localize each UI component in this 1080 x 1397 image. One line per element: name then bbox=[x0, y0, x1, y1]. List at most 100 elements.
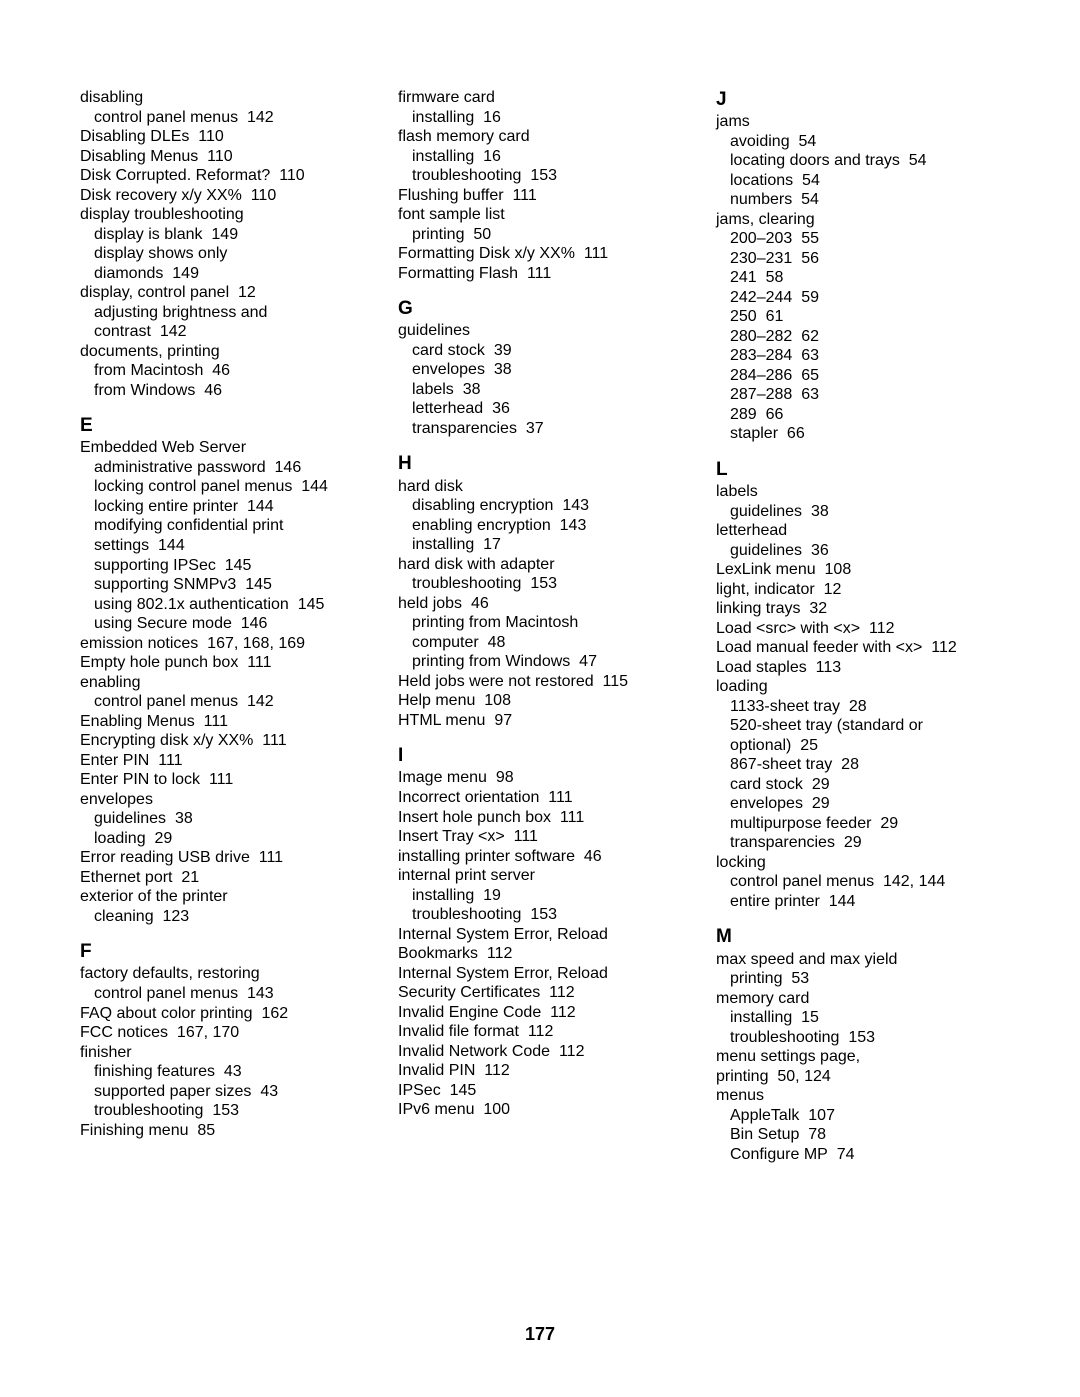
page-ref[interactable]: 153 bbox=[530, 575, 557, 592]
page-ref[interactable]: 63 bbox=[801, 347, 819, 364]
page-ref[interactable]: 43 bbox=[260, 1083, 278, 1100]
page-ref[interactable]: 58 bbox=[766, 269, 784, 286]
page-ref[interactable]: 55 bbox=[801, 230, 819, 247]
page-ref[interactable]: 145 bbox=[298, 596, 325, 613]
page-ref[interactable]: 111 bbox=[512, 187, 536, 204]
page-ref[interactable]: 110 bbox=[198, 128, 224, 145]
page-ref[interactable]: 54 bbox=[802, 172, 820, 189]
page-ref[interactable]: 145 bbox=[450, 1082, 477, 1099]
page-ref[interactable]: 19 bbox=[483, 887, 501, 904]
page-ref[interactable]: 28 bbox=[849, 698, 867, 715]
page-ref[interactable]: 142, 144 bbox=[883, 873, 945, 890]
page-ref[interactable]: 145 bbox=[225, 557, 252, 574]
page-ref[interactable]: 47 bbox=[579, 653, 597, 670]
page-ref[interactable]: 112 bbox=[487, 945, 513, 962]
page-ref[interactable]: 110 bbox=[279, 167, 305, 184]
page-ref[interactable]: 144 bbox=[158, 537, 185, 554]
page-ref[interactable]: 85 bbox=[197, 1122, 215, 1139]
page-ref[interactable]: 111 bbox=[527, 265, 551, 282]
page-ref[interactable]: 111 bbox=[259, 849, 283, 866]
page-ref[interactable]: 167, 170 bbox=[177, 1024, 239, 1041]
page-ref[interactable]: 98 bbox=[496, 769, 514, 786]
page-ref[interactable]: 48 bbox=[488, 634, 506, 651]
page-ref[interactable]: 53 bbox=[791, 970, 809, 987]
page-ref[interactable]: 28 bbox=[841, 756, 859, 773]
page-ref[interactable]: 66 bbox=[766, 406, 784, 423]
page-ref[interactable]: 38 bbox=[175, 810, 193, 827]
page-ref[interactable]: 29 bbox=[880, 815, 898, 832]
page-ref[interactable]: 112 bbox=[550, 1004, 576, 1021]
page-ref[interactable]: 36 bbox=[811, 542, 829, 559]
page-ref[interactable]: 16 bbox=[483, 148, 501, 165]
page-ref[interactable]: 100 bbox=[483, 1101, 510, 1118]
page-ref[interactable]: 29 bbox=[812, 776, 830, 793]
page-ref[interactable]: 153 bbox=[848, 1029, 875, 1046]
page-ref[interactable]: 36 bbox=[492, 400, 510, 417]
page-ref[interactable]: 29 bbox=[155, 830, 173, 847]
page-ref[interactable]: 144 bbox=[829, 893, 856, 910]
page-ref[interactable]: 32 bbox=[809, 600, 827, 617]
page-ref[interactable]: 66 bbox=[787, 425, 805, 442]
page-ref[interactable]: 110 bbox=[207, 148, 233, 165]
page-ref[interactable]: 123 bbox=[163, 908, 190, 925]
page-ref[interactable]: 153 bbox=[212, 1102, 239, 1119]
page-ref[interactable]: 153 bbox=[530, 167, 557, 184]
page-ref[interactable]: 46 bbox=[212, 362, 230, 379]
page-ref[interactable]: 111 bbox=[204, 713, 228, 730]
page-ref[interactable]: 50 bbox=[473, 226, 491, 243]
page-ref[interactable]: 112 bbox=[528, 1023, 554, 1040]
page-ref[interactable]: 143 bbox=[247, 985, 274, 1002]
page-ref[interactable]: 56 bbox=[801, 250, 819, 267]
page-ref[interactable]: 46 bbox=[471, 595, 489, 612]
page-ref[interactable]: 142 bbox=[247, 693, 274, 710]
page-ref[interactable]: 146 bbox=[241, 615, 268, 632]
page-ref[interactable]: 54 bbox=[799, 133, 817, 150]
page-ref[interactable]: 112 bbox=[869, 620, 895, 637]
page-ref[interactable]: 111 bbox=[584, 245, 608, 262]
page-ref[interactable]: 111 bbox=[560, 809, 584, 826]
page-ref[interactable]: 111 bbox=[548, 789, 572, 806]
page-ref[interactable]: 144 bbox=[247, 498, 274, 515]
page-ref[interactable]: 29 bbox=[812, 795, 830, 812]
page-ref[interactable]: 46 bbox=[204, 382, 222, 399]
page-ref[interactable]: 21 bbox=[181, 869, 199, 886]
page-ref[interactable]: 97 bbox=[494, 712, 512, 729]
page-ref[interactable]: 29 bbox=[844, 834, 862, 851]
page-ref[interactable]: 54 bbox=[801, 191, 819, 208]
page-ref[interactable]: 107 bbox=[808, 1107, 835, 1124]
page-ref[interactable]: 39 bbox=[494, 342, 512, 359]
page-ref[interactable]: 111 bbox=[262, 732, 286, 749]
page-ref[interactable]: 144 bbox=[301, 478, 328, 495]
page-ref[interactable]: 61 bbox=[766, 308, 784, 325]
page-ref[interactable]: 143 bbox=[562, 497, 589, 514]
page-ref[interactable]: 54 bbox=[909, 152, 927, 169]
page-ref[interactable]: 50, 124 bbox=[777, 1068, 830, 1085]
page-ref[interactable]: 46 bbox=[584, 848, 602, 865]
page-ref[interactable]: 112 bbox=[549, 984, 575, 1001]
page-ref[interactable]: 112 bbox=[484, 1062, 510, 1079]
page-ref[interactable]: 38 bbox=[811, 503, 829, 520]
page-ref[interactable]: 65 bbox=[801, 367, 819, 384]
page-ref[interactable]: 25 bbox=[800, 737, 818, 754]
page-ref[interactable]: 74 bbox=[837, 1146, 855, 1163]
page-ref[interactable]: 111 bbox=[514, 828, 538, 845]
page-ref[interactable]: 108 bbox=[484, 692, 511, 709]
page-ref[interactable]: 111 bbox=[209, 771, 233, 788]
page-ref[interactable]: 149 bbox=[172, 265, 199, 282]
page-ref[interactable]: 145 bbox=[245, 576, 272, 593]
page-ref[interactable]: 12 bbox=[238, 284, 256, 301]
page-ref[interactable]: 62 bbox=[801, 328, 819, 345]
page-ref[interactable]: 59 bbox=[801, 289, 819, 306]
page-ref[interactable]: 38 bbox=[463, 381, 481, 398]
page-ref[interactable]: 153 bbox=[530, 906, 557, 923]
page-ref[interactable]: 115 bbox=[603, 673, 629, 690]
page-ref[interactable]: 43 bbox=[224, 1063, 242, 1080]
page-ref[interactable]: 162 bbox=[261, 1005, 288, 1022]
page-ref[interactable]: 142 bbox=[160, 323, 187, 340]
page-ref[interactable]: 16 bbox=[483, 109, 501, 126]
page-ref[interactable]: 108 bbox=[825, 561, 852, 578]
page-ref[interactable]: 63 bbox=[801, 386, 819, 403]
page-ref[interactable]: 146 bbox=[275, 459, 302, 476]
page-ref[interactable]: 112 bbox=[931, 639, 957, 656]
page-ref[interactable]: 149 bbox=[211, 226, 238, 243]
